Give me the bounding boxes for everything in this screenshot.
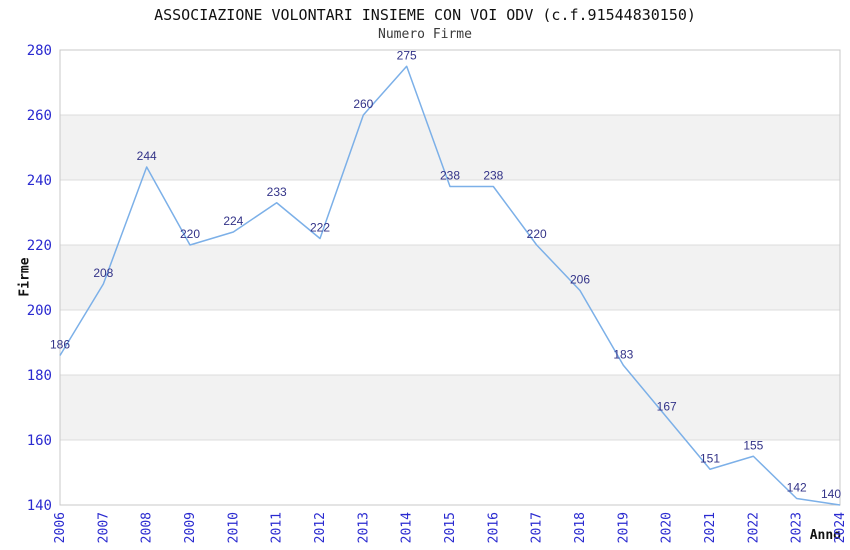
- x-tick-label: 2019: [616, 512, 631, 543]
- y-tick-label: 260: [27, 108, 52, 124]
- data-point-label: 260: [353, 97, 373, 111]
- x-tick-label: 2013: [356, 512, 371, 543]
- data-point-label: 183: [613, 347, 633, 361]
- data-point-label: 208: [93, 266, 113, 280]
- x-tick-label: 2014: [400, 512, 415, 543]
- x-axis-title: Anno: [809, 528, 841, 543]
- chart-title: ASSOCIAZIONE VOLONTARI INSIEME CON VOI O…: [154, 6, 696, 24]
- data-point-label: 244: [137, 149, 157, 163]
- alternating-band: [60, 375, 840, 440]
- data-point-label: 233: [267, 185, 287, 199]
- x-tick-label: 2009: [183, 512, 198, 543]
- y-tick-label: 200: [27, 303, 52, 319]
- data-point-label: 142: [787, 481, 807, 495]
- data-point-label: 222: [310, 221, 330, 235]
- data-point-label: 275: [397, 48, 417, 62]
- x-tick-label: 2020: [660, 512, 675, 543]
- x-tick-label: 2011: [270, 512, 285, 543]
- x-tick-label: 2012: [313, 512, 328, 543]
- data-point-label: 220: [180, 227, 200, 241]
- y-tick-label: 220: [27, 238, 52, 254]
- data-line: [59, 65, 841, 506]
- data-point-label: 155: [743, 438, 763, 452]
- alternating-band: [60, 115, 840, 180]
- x-tick-label: 2021: [703, 512, 718, 543]
- data-point-label: 238: [440, 169, 460, 183]
- x-tick-label: 2016: [486, 512, 501, 543]
- x-tick-label: 2006: [53, 512, 68, 543]
- data-point-label: 220: [527, 227, 547, 241]
- data-point-label: 186: [50, 338, 70, 352]
- data-point-label: 224: [223, 214, 243, 228]
- x-tick-label: 2010: [226, 512, 241, 543]
- alternating-band: [60, 245, 840, 310]
- x-tick-label: 2024: [833, 512, 848, 543]
- data-point-label: 140: [821, 487, 841, 501]
- x-tick-label: 2022: [746, 512, 761, 543]
- y-tick-label: 140: [27, 498, 52, 514]
- y-tick-label: 280: [27, 43, 52, 59]
- x-tick-label: 2018: [573, 512, 588, 543]
- y-tick-label: 160: [27, 433, 52, 449]
- data-point-label: 151: [700, 451, 720, 465]
- y-tick-label: 240: [27, 173, 52, 189]
- x-tick-label: 2017: [530, 512, 545, 543]
- plot-border: [59, 49, 841, 506]
- y-tick-label: 180: [27, 368, 52, 384]
- chart-subtitle: Numero Firme: [378, 27, 472, 42]
- data-point-label: 206: [570, 273, 590, 287]
- data-point-label: 167: [657, 399, 677, 413]
- x-tick-label: 2007: [96, 512, 111, 543]
- x-tick-label: 2015: [443, 512, 458, 543]
- x-tick-label: 2008: [140, 512, 155, 543]
- x-tick-label: 2023: [790, 512, 805, 543]
- data-point-label: 238: [483, 169, 503, 183]
